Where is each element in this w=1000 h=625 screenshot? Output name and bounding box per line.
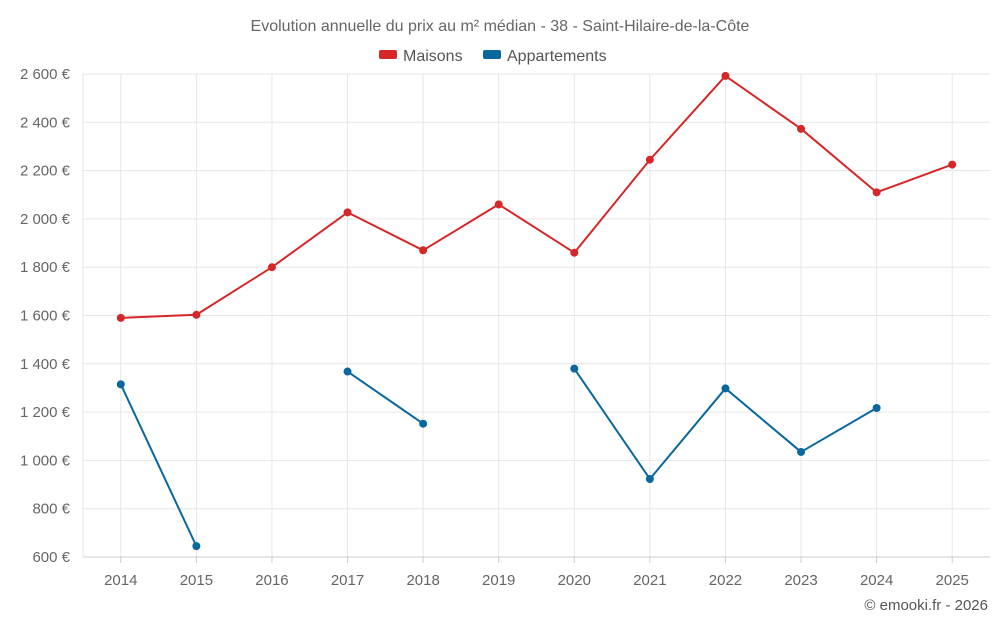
y-tick-label: 800 € (32, 501, 70, 518)
x-tick-label: 2015 (180, 572, 213, 589)
series-line-maisons (120, 74, 953, 319)
data-point-maisons[interactable] (343, 208, 352, 217)
grid (83, 73, 990, 558)
data-point-appartements[interactable] (872, 403, 881, 412)
data-point-maisons[interactable] (419, 246, 428, 255)
y-tick-label: 2 400 € (20, 114, 71, 131)
y-tick-label: 1 200 € (20, 404, 71, 421)
chart-title: Evolution annuelle du prix au m² médian … (251, 18, 750, 35)
data-point-appartements[interactable] (721, 384, 730, 393)
legend-item-maisons[interactable]: Maisons (379, 48, 463, 65)
series-line-appartements (119, 383, 198, 547)
x-tick-label: 2014 (104, 572, 137, 589)
series-line-appartements (346, 370, 424, 425)
credit-text: © emooki.fr - 2026 (864, 597, 988, 614)
data-point-appartements[interactable] (116, 380, 125, 389)
data-point-maisons[interactable] (721, 71, 730, 80)
x-tick-label: 2019 (482, 572, 515, 589)
x-tick-label: 2023 (784, 572, 817, 589)
y-tick-label: 1 800 € (20, 259, 71, 276)
data-point-appartements[interactable] (343, 367, 352, 376)
x-tick-label: 2021 (633, 572, 666, 589)
x-tick-label: 2016 (255, 572, 288, 589)
x-tick-label: 2024 (860, 572, 893, 589)
data-point-appartements[interactable] (192, 542, 201, 551)
legend-label-appartements: Appartements (507, 48, 607, 65)
legend-item-appartements[interactable]: Appartements (483, 48, 607, 65)
y-tick-label: 1 400 € (20, 356, 71, 373)
x-tick-label: 2022 (709, 572, 742, 589)
data-point-appartements[interactable] (645, 474, 654, 483)
y-tick-label: 2 000 € (20, 211, 71, 228)
legend-swatch-maisons (379, 50, 397, 59)
axes: 600 € 800 € 1 000 € 1 200 € 1 400 € 1 600 € 1 … (20, 66, 990, 589)
data-point-appartements[interactable] (570, 364, 579, 373)
legend-swatch-appartements (483, 50, 501, 59)
x-tick-label: 2018 (406, 572, 439, 589)
data-point-maisons[interactable] (267, 263, 276, 272)
data-point-maisons[interactable] (570, 248, 579, 257)
y-tick-label: 600 € (32, 549, 70, 566)
series (116, 71, 957, 551)
data-point-maisons[interactable] (116, 313, 125, 322)
y-tick-label: 2 200 € (20, 163, 71, 180)
data-point-maisons[interactable] (192, 310, 201, 319)
data-point-maisons[interactable] (872, 188, 881, 197)
data-point-maisons[interactable] (494, 200, 503, 209)
x-tick-label: 2025 (936, 572, 969, 589)
y-tick-label: 1 600 € (20, 308, 71, 325)
y-tick-label: 2 600 € (20, 66, 71, 83)
data-point-appartements[interactable] (419, 419, 428, 428)
data-point-appartements[interactable] (797, 447, 806, 456)
data-point-maisons[interactable] (948, 160, 957, 169)
data-point-maisons[interactable] (645, 155, 654, 164)
legend-label-maisons: Maisons (403, 48, 463, 65)
data-point-maisons[interactable] (797, 124, 806, 133)
legend: Maisons Appartements (379, 48, 607, 65)
y-tick-label: 1 000 € (20, 452, 71, 469)
x-tick-label: 2017 (331, 572, 364, 589)
x-tick-label: 2020 (558, 572, 591, 589)
